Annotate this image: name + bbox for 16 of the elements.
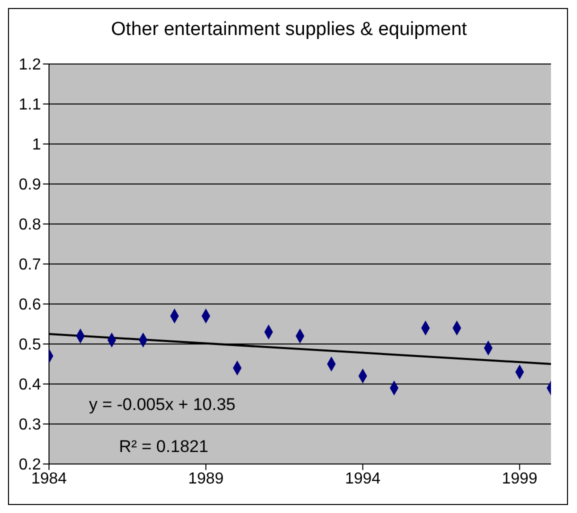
y-tick-label: 0.7 — [18, 256, 42, 274]
chart-title: Other entertainment supplies & equipment — [110, 19, 468, 41]
y-tick-label: 1.1 — [18, 96, 42, 114]
y-tick-label: 1.2 — [18, 56, 42, 74]
annotation: y = -0.005x + 10.35 — [89, 395, 236, 415]
x-tick-label: 1994 — [344, 470, 381, 488]
y-tick-label: 0.3 — [18, 416, 42, 434]
annotation: R² = 0.1821 — [119, 437, 208, 457]
y-tick-label: 0.4 — [18, 376, 42, 394]
x-tick-label: 1999 — [502, 470, 538, 488]
y-tick-label: 1 — [32, 136, 42, 154]
y-tick-label: 0.8 — [18, 216, 42, 234]
y-tick-label: 0.5 — [18, 336, 42, 354]
y-tick-label: 0.9 — [18, 176, 42, 194]
y-tick-label: 0.6 — [18, 296, 42, 314]
x-tick-label: 1989 — [188, 470, 224, 488]
